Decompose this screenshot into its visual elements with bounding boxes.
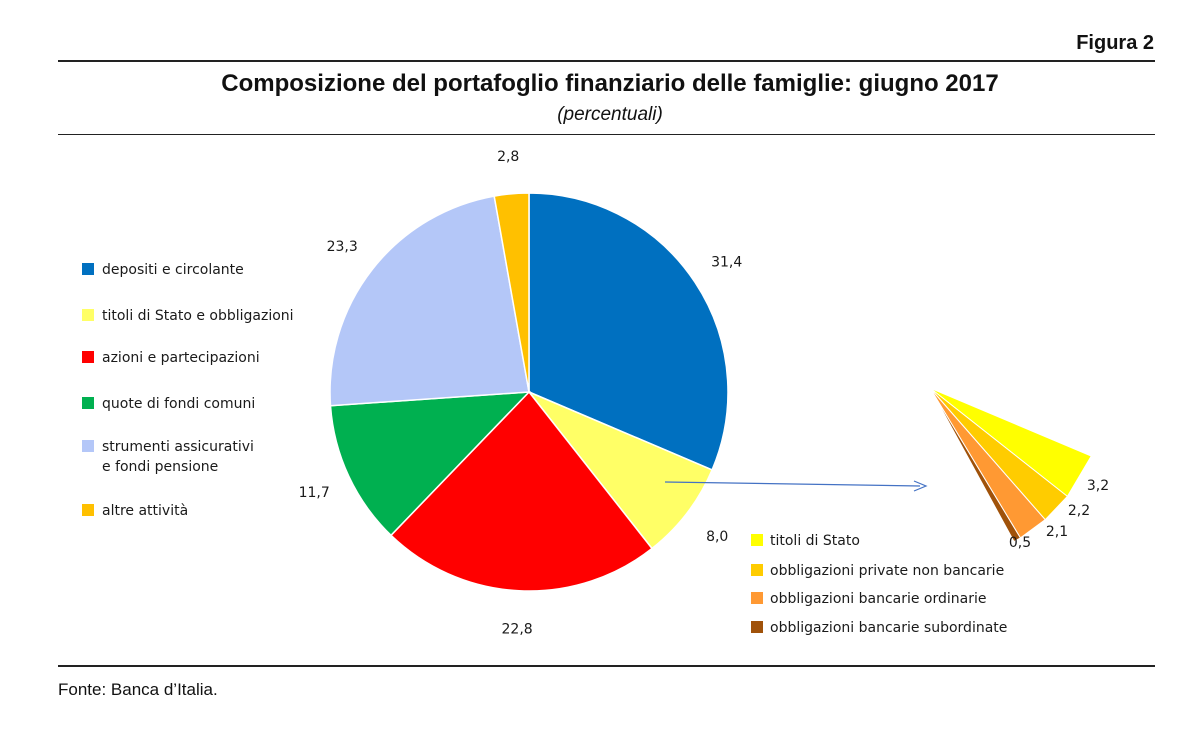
header-rule: [58, 134, 1155, 135]
slice-value-label: 31,4: [711, 254, 742, 270]
pie-slice: [528, 391, 714, 550]
breakdown-legend-swatch: [751, 621, 763, 633]
breakdown-legend-label: obbligazioni private non bancarie: [770, 563, 1004, 579]
source-note: Fonte: Banca d’Italia.: [58, 680, 218, 699]
legend-swatch: [82, 309, 94, 321]
legend-swatch: [82, 440, 94, 452]
breakdown-legend-label: obbligazioni bancarie ordinarie: [770, 591, 987, 607]
legend-swatch: [82, 351, 94, 363]
slice-value-label: 22,8: [502, 622, 533, 638]
legend-label: altre attività: [102, 503, 188, 519]
breakdown-legend-label: titoli di Stato: [770, 533, 860, 549]
breakdown-value-label: 0,5: [1009, 535, 1031, 551]
legend-label: depositi e circolante: [102, 262, 244, 278]
pie-slice: [329, 195, 530, 407]
legend-label: quote di fondi comuni: [102, 396, 255, 412]
breakdown-value-label: 3,2: [1087, 478, 1109, 494]
legend-label: azioni e partecipazioni: [102, 350, 260, 366]
breakdown-value-label: 2,2: [1068, 503, 1090, 519]
pie-slice: [528, 192, 729, 471]
legend-swatch: [82, 263, 94, 275]
breakdown-legend-label: obbligazioni bancarie subordinate: [770, 620, 1007, 636]
breakdown-slice: [929, 387, 1022, 543]
bottom-rule: [58, 665, 1155, 667]
slice-value-label: 8,0: [706, 529, 728, 545]
top-rule: [58, 60, 1155, 62]
pie-slice: [493, 192, 530, 393]
breakdown-legend-swatch: [751, 564, 763, 576]
slice-value-label: 23,3: [327, 239, 358, 255]
connector-arrowhead: [913, 480, 928, 492]
breakdown-value-label: 2,1: [1046, 524, 1068, 540]
slice-value-label: 2,8: [497, 149, 519, 165]
chart-subtitle: (percentuali): [557, 104, 663, 125]
breakdown-legend-swatch: [751, 592, 763, 604]
legend-label: e fondi pensione: [102, 459, 218, 475]
chart-title: Composizione del portafoglio finanziario…: [221, 70, 999, 97]
legend-swatch: [82, 397, 94, 409]
legend-label: titoli di Stato e obbligazioni: [102, 308, 294, 324]
slice-value-label: 11,7: [299, 485, 330, 501]
figure-label: Figura 2: [1076, 32, 1154, 54]
legend-swatch: [82, 504, 94, 516]
connector-line: [664, 481, 921, 487]
pie-slice: [329, 391, 531, 537]
pie-slice: [389, 390, 654, 592]
legend-label: strumenti assicurativi: [102, 439, 254, 455]
breakdown-legend-swatch: [751, 534, 763, 546]
